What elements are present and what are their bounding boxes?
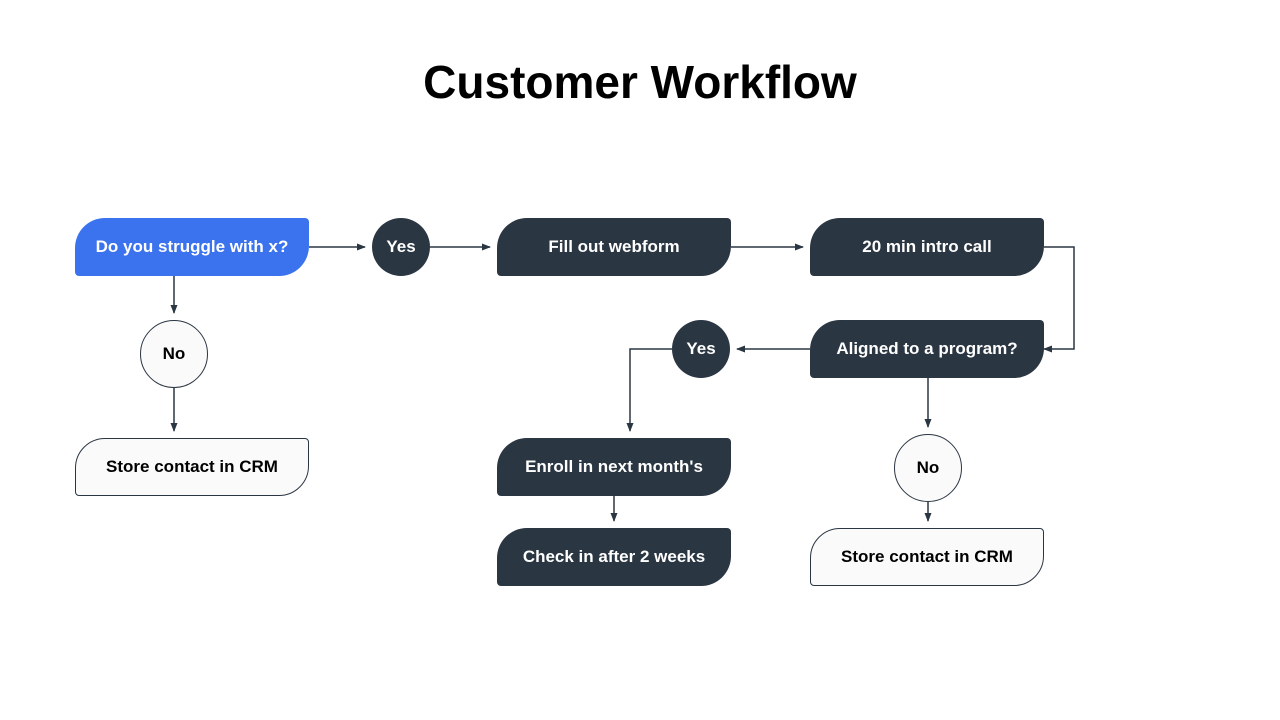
node-struggle: Do you struggle with x?: [75, 218, 309, 276]
node-label: 20 min intro call: [862, 237, 991, 257]
diagram-title: Customer Workflow: [0, 55, 1280, 109]
node-label: Store contact in CRM: [841, 547, 1013, 567]
node-store1: Store contact in CRM: [75, 438, 309, 496]
node-label: Store contact in CRM: [106, 457, 278, 477]
node-label: Do you struggle with x?: [96, 237, 289, 257]
node-introcall: 20 min intro call: [810, 218, 1044, 276]
node-checkin: Check in after 2 weeks: [497, 528, 731, 586]
node-webform: Fill out webform: [497, 218, 731, 276]
node-label: Yes: [686, 339, 715, 359]
node-label: No: [917, 458, 940, 478]
node-no2: No: [894, 434, 962, 502]
node-enroll: Enroll in next month's: [497, 438, 731, 496]
node-label: No: [163, 344, 186, 364]
node-store2: Store contact in CRM: [810, 528, 1044, 586]
node-label: Yes: [386, 237, 415, 257]
node-aligned: Aligned to a program?: [810, 320, 1044, 378]
node-yes1: Yes: [372, 218, 430, 276]
node-label: Aligned to a program?: [836, 339, 1017, 359]
node-no1: No: [140, 320, 208, 388]
node-label: Fill out webform: [548, 237, 679, 257]
node-label: Check in after 2 weeks: [523, 547, 705, 567]
node-label: Enroll in next month's: [525, 457, 703, 477]
node-yes2: Yes: [672, 320, 730, 378]
